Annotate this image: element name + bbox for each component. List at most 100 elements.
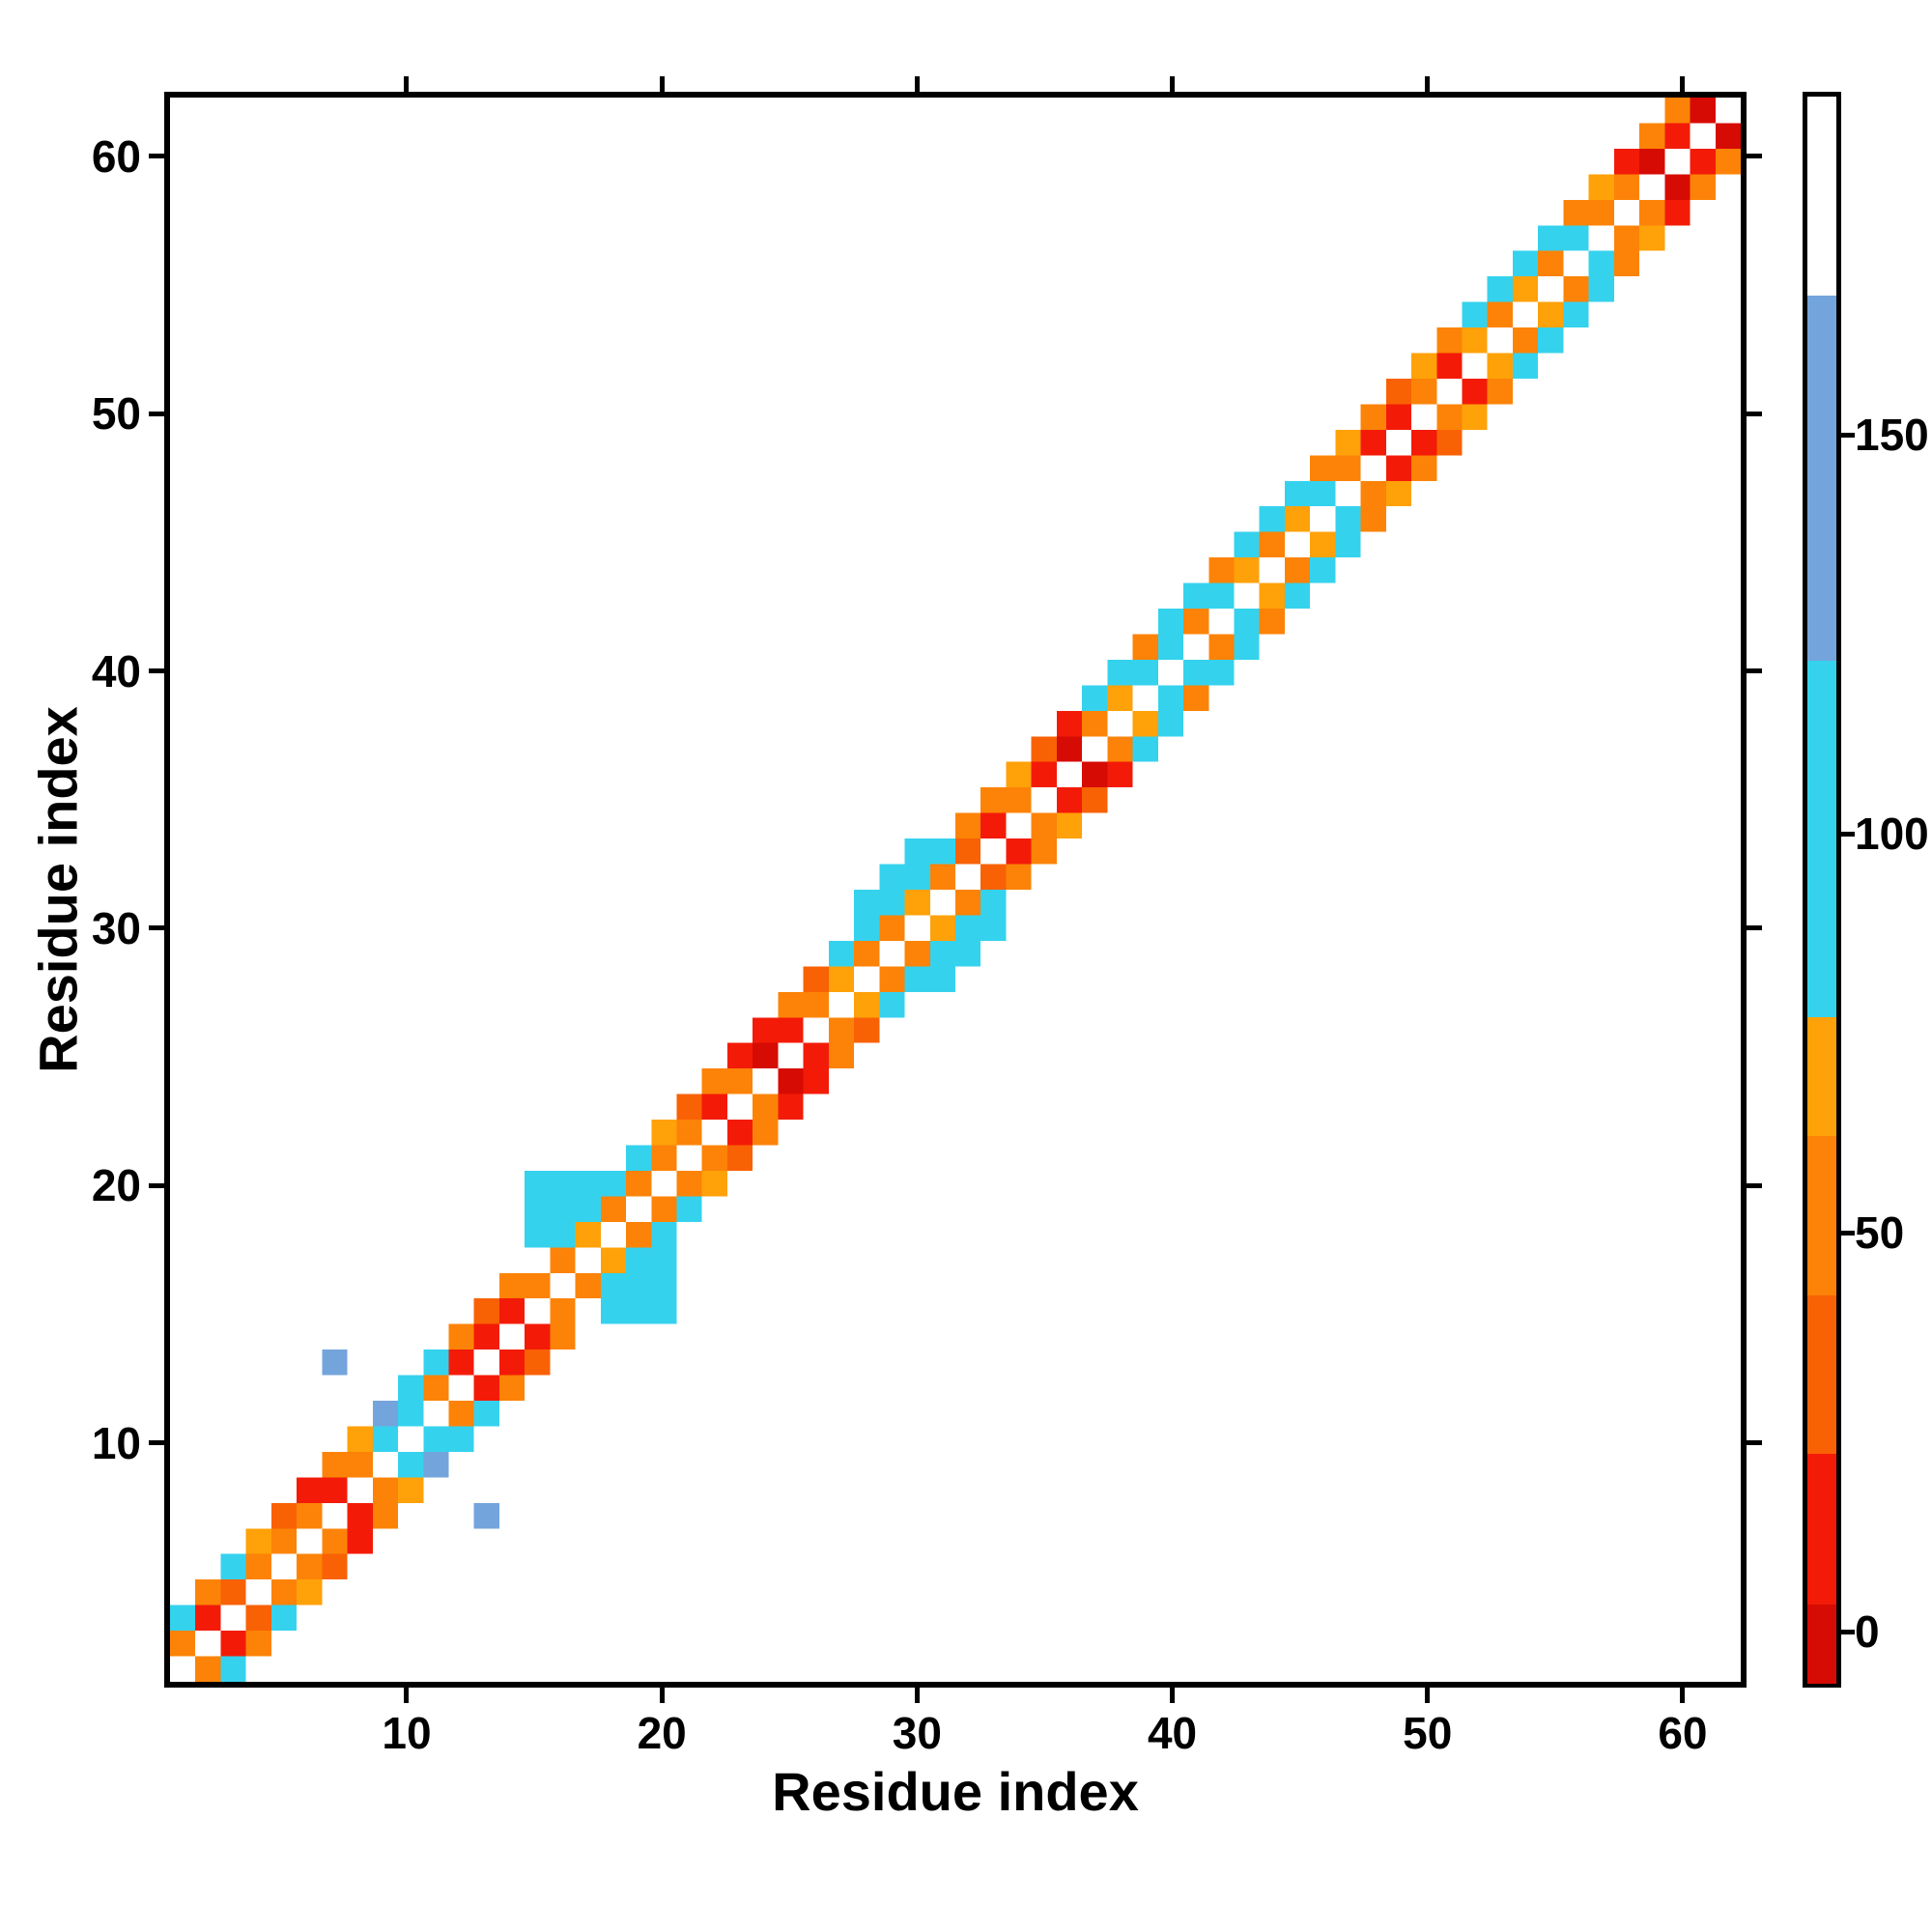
x-tick-label: 60 <box>1658 1708 1708 1758</box>
heatmap-cell <box>1512 276 1539 302</box>
heatmap-cell <box>1639 123 1665 149</box>
heatmap-cell <box>600 1247 627 1273</box>
heatmap-cell <box>1132 710 1158 737</box>
heatmap-cell <box>1360 429 1386 456</box>
heatmap-cell <box>1082 685 1108 711</box>
x-tick-label: 30 <box>892 1708 942 1758</box>
x-tick-label: 50 <box>1403 1708 1453 1758</box>
heatmap-cell <box>1462 327 1488 354</box>
heatmap-plot <box>164 92 1747 1688</box>
heatmap-cell <box>1411 455 1437 481</box>
heatmap-cell <box>195 1579 221 1605</box>
heatmap-cell <box>498 1375 526 1402</box>
heatmap-cell <box>473 1298 499 1324</box>
heatmap-cell <box>980 812 1007 839</box>
heatmap-cell <box>1613 225 1640 251</box>
heatmap-cell <box>676 1170 702 1197</box>
heatmap-cell <box>1310 455 1336 481</box>
heatmap-cell <box>220 1553 246 1580</box>
heatmap-cell <box>904 864 930 890</box>
heatmap-cell <box>575 1170 601 1197</box>
heatmap-cell <box>473 1502 499 1529</box>
heatmap-cell <box>1335 506 1361 532</box>
heatmap-cell <box>1664 98 1690 124</box>
heatmap-cell <box>423 1451 449 1478</box>
heatmap-cell <box>626 1221 652 1248</box>
heatmap-cell <box>753 1120 779 1146</box>
heatmap-cell <box>245 1553 271 1580</box>
heatmap-cell <box>726 1120 753 1146</box>
heatmap-cell <box>626 1145 652 1171</box>
heatmap-cell <box>1512 250 1539 277</box>
heatmap-cell <box>1613 250 1640 277</box>
heatmap-cell <box>398 1451 424 1478</box>
heatmap-cell <box>1664 123 1690 149</box>
y-tick-label: 20 <box>91 1160 141 1211</box>
heatmap-cell <box>1563 225 1589 251</box>
x-tick-mark <box>1680 1688 1686 1703</box>
x-tick-mark-top <box>404 76 410 92</box>
y-tick-mark-right <box>1747 411 1762 416</box>
x-tick-mark-top <box>1170 76 1176 92</box>
heatmap-cell <box>1056 710 1083 737</box>
heatmap-cell <box>1436 404 1463 430</box>
heatmap-cell <box>1385 404 1412 430</box>
heatmap-cell <box>726 1042 753 1069</box>
heatmap-cell <box>1082 787 1108 813</box>
heatmap-cell <box>1613 174 1640 200</box>
heatmap-cell <box>322 1528 348 1554</box>
heatmap-cell <box>1208 659 1235 686</box>
heatmap-cell <box>1310 480 1336 507</box>
heatmap-cell <box>1284 506 1311 532</box>
heatmap-cell <box>1107 761 1133 788</box>
heatmap-cell <box>473 1375 499 1402</box>
heatmap-cell <box>1563 276 1589 302</box>
heatmap-cell <box>1664 174 1690 200</box>
heatmap-cell <box>347 1451 373 1478</box>
heatmap-cell <box>550 1298 576 1324</box>
heatmap-cell <box>1690 98 1716 124</box>
y-tick-mark-right <box>1747 154 1762 159</box>
heatmap-cell <box>753 1042 779 1069</box>
colorbar-band <box>1807 1016 1836 1137</box>
heatmap-cell <box>1690 174 1716 200</box>
heatmap-cell <box>1588 276 1614 302</box>
y-tick-mark <box>149 668 164 674</box>
y-tick-label: 10 <box>91 1417 141 1468</box>
heatmap-cell <box>1082 761 1108 788</box>
heatmap-cell <box>904 966 930 992</box>
heatmap-cell <box>803 991 829 1018</box>
heatmap-cell <box>701 1145 727 1171</box>
heatmap-cell <box>854 890 880 916</box>
heatmap-cell <box>1208 582 1235 610</box>
heatmap-cell <box>1082 710 1108 737</box>
heatmap-cell <box>1183 609 1209 635</box>
y-tick-label: 60 <box>91 130 141 182</box>
x-tick-mark-top <box>914 76 920 92</box>
heatmap-cell <box>828 940 855 967</box>
heatmap-cell <box>575 1272 601 1299</box>
heatmap-cell <box>1157 710 1184 737</box>
heatmap-cell <box>1360 404 1386 430</box>
heatmap-cell <box>1031 761 1057 788</box>
heatmap-cell <box>651 1272 677 1299</box>
colorbar-tick-label: 150 <box>1855 410 1929 461</box>
heatmap-cell <box>372 1426 399 1452</box>
heatmap-cell <box>498 1298 526 1324</box>
heatmap-cell <box>1487 276 1513 302</box>
heatmap-cell <box>879 915 905 941</box>
heatmap-cell <box>726 1145 753 1171</box>
heatmap-cell <box>854 991 880 1018</box>
heatmap-cell <box>1132 736 1158 762</box>
y-tick-mark <box>149 1440 164 1446</box>
heatmap-cell <box>626 1247 652 1273</box>
heatmap-cell <box>1690 148 1716 175</box>
colorbar <box>1803 92 1841 1688</box>
y-tick-mark <box>149 925 164 931</box>
colorbar-band <box>1807 659 1836 1018</box>
heatmap-cell <box>1538 225 1564 251</box>
heatmap-cell <box>270 1502 298 1529</box>
heatmap-cell <box>1284 557 1311 583</box>
heatmap-cell <box>1259 531 1285 558</box>
heatmap-cell <box>245 1631 271 1657</box>
